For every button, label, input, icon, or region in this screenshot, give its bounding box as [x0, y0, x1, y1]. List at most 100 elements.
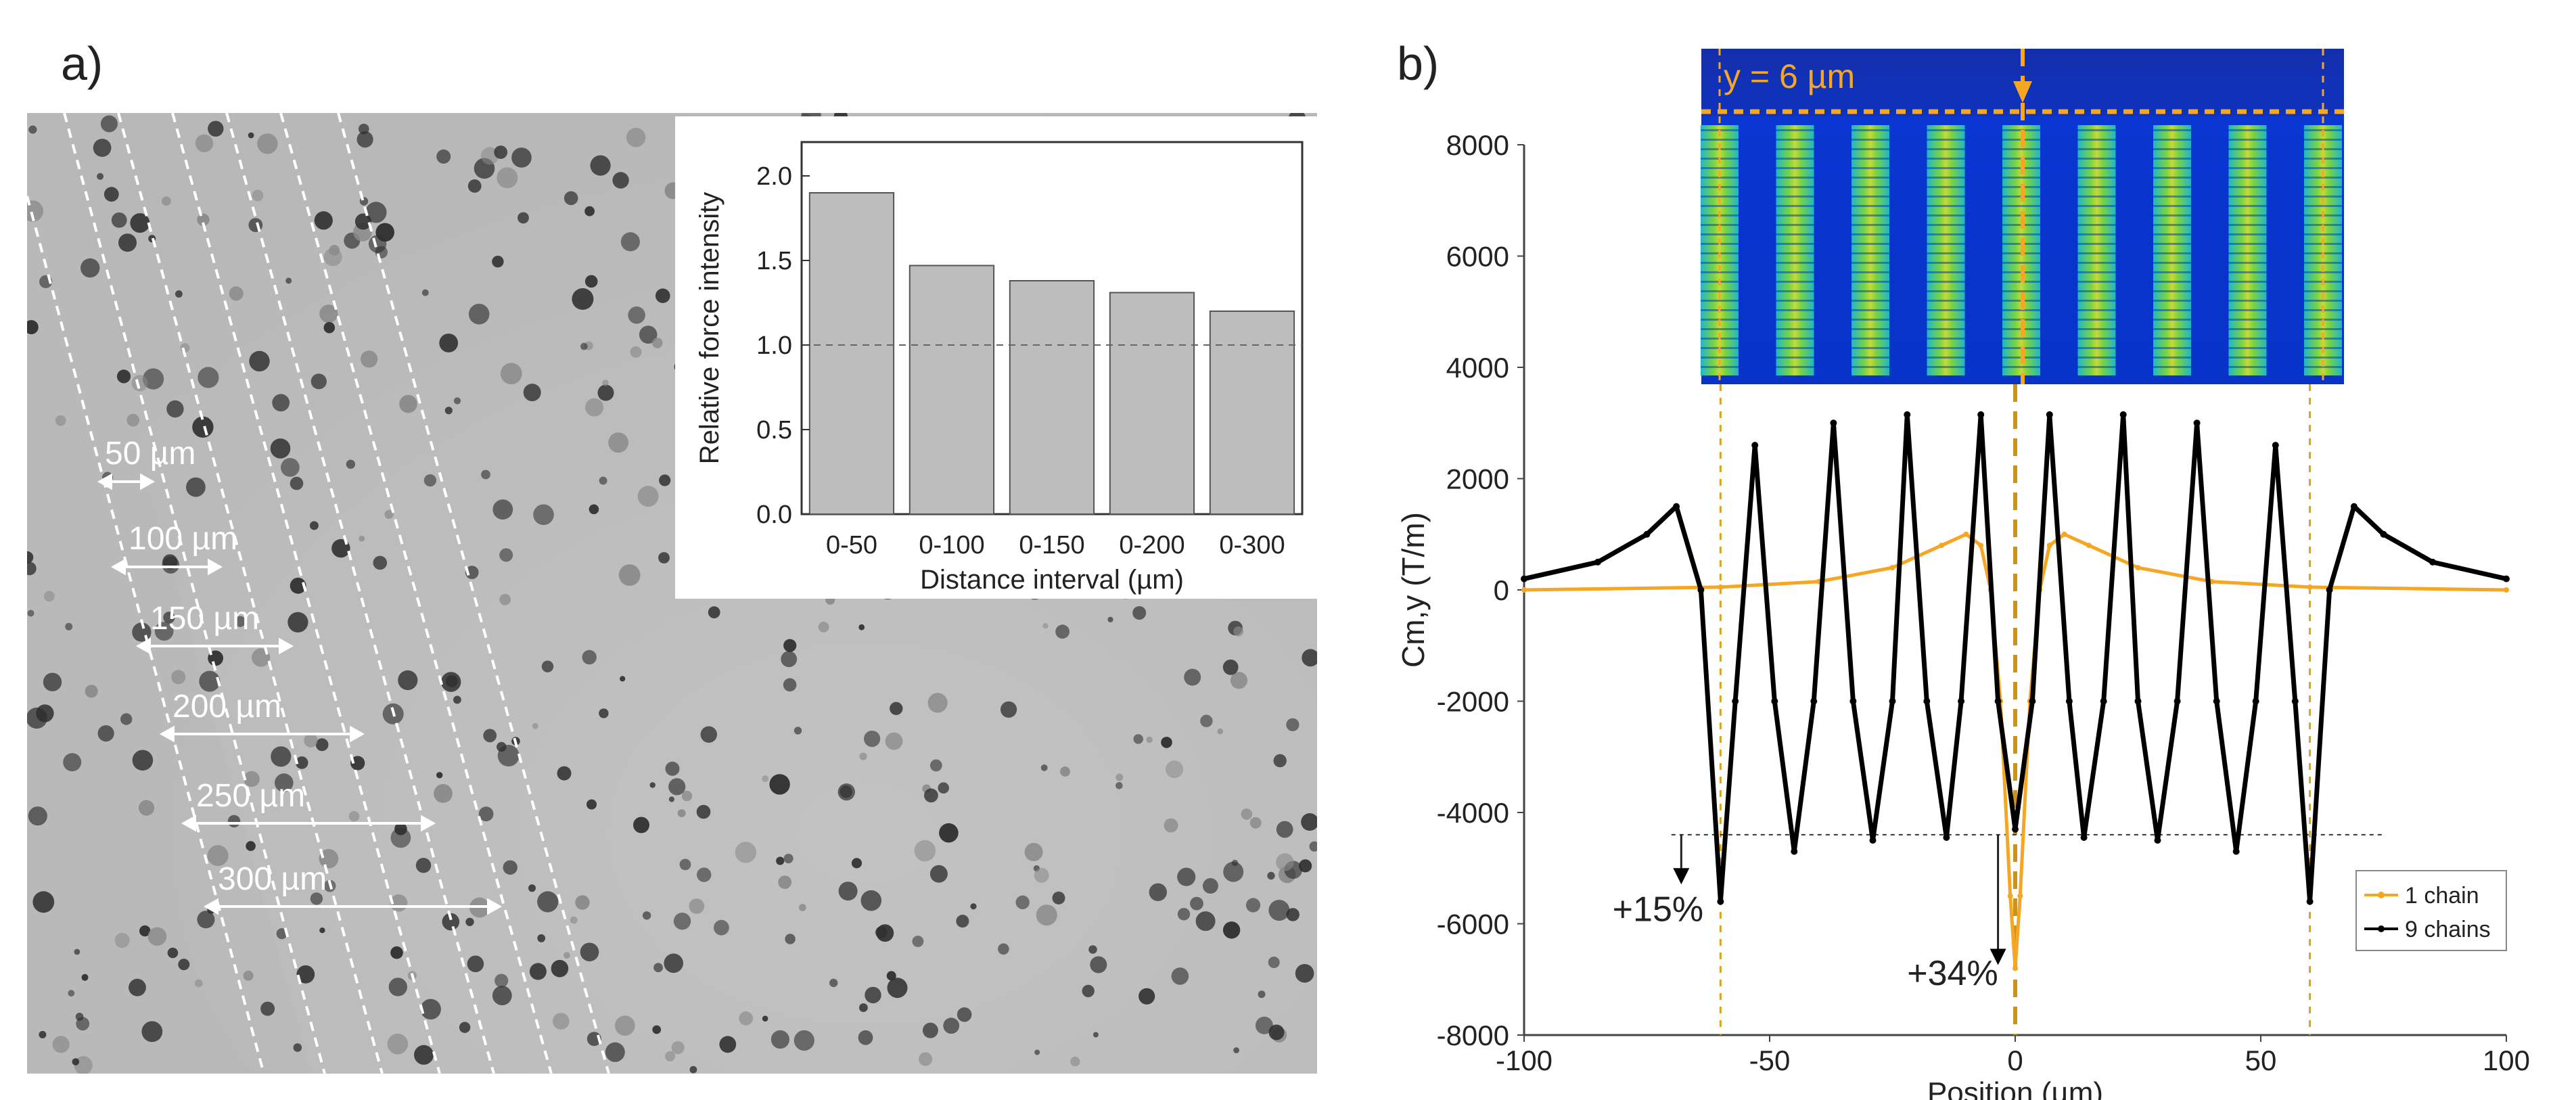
particle: [652, 1025, 662, 1034]
particle: [570, 916, 578, 924]
particle: [492, 986, 512, 1005]
particle: [671, 1041, 685, 1055]
particle: [132, 750, 154, 771]
particle: [281, 458, 300, 477]
particle: [794, 1030, 814, 1051]
particle: [1276, 853, 1294, 871]
particle: [859, 752, 867, 760]
y-tick-label: 2000: [1446, 463, 1509, 495]
particle: [465, 566, 479, 579]
data-point: [2252, 697, 2259, 705]
particle: [626, 127, 646, 147]
particle: [518, 212, 529, 224]
particle: [499, 593, 511, 605]
data-point: [1673, 503, 1680, 510]
particle: [197, 213, 210, 226]
bar-y-tick-label: 1.0: [756, 331, 792, 360]
particle: [1133, 734, 1143, 744]
bar-x-tick-label: 0-200: [1119, 531, 1184, 559]
particle: [532, 723, 538, 729]
particle: [1052, 891, 1065, 904]
particle: [1268, 1024, 1285, 1040]
particle: [659, 474, 671, 486]
particle: [497, 745, 520, 766]
x-tick-label: -100: [1496, 1045, 1552, 1076]
particle: [584, 206, 595, 216]
particle: [885, 732, 903, 750]
data-point: [2065, 697, 2073, 705]
arrow-15-head: [1673, 868, 1690, 885]
particle: [541, 660, 554, 672]
particle: [762, 775, 769, 783]
legend-marker: [2378, 892, 2385, 898]
particle: [1302, 649, 1317, 667]
particle: [794, 727, 802, 735]
particle: [1070, 1056, 1080, 1067]
particle: [652, 338, 663, 348]
data-point: [2029, 697, 2036, 705]
data-point: [1594, 558, 1601, 566]
particle: [1249, 817, 1262, 829]
legend-entry: 1 chain: [2405, 883, 2479, 909]
y-tick-label: -2000: [1437, 686, 1509, 718]
particle: [331, 538, 350, 558]
data-point: [1521, 575, 1527, 582]
particle: [858, 624, 865, 631]
particle: [1241, 808, 1253, 820]
particle: [1222, 921, 1241, 939]
particle: [1267, 871, 1275, 880]
bar-y-tick-label: 0.5: [756, 416, 792, 444]
particle: [375, 246, 388, 258]
particle: [1107, 616, 1113, 622]
particle: [468, 304, 490, 325]
particle: [551, 959, 569, 978]
data-point: [2174, 697, 2181, 705]
scale-arrows: [97, 473, 503, 915]
data-point: [2061, 531, 2067, 537]
data-point: [2135, 565, 2141, 571]
chain-columns: [1701, 125, 2342, 375]
bar-inset: 0-50 0-100 0-150 0-200 0-300 0.0 0.5 1.0 1.5 2.0 D…: [675, 116, 1319, 599]
particle: [194, 979, 203, 988]
particle: [537, 891, 559, 913]
particle: [656, 288, 670, 304]
particle: [919, 1052, 933, 1066]
particle: [359, 535, 365, 542]
particle: [553, 1013, 570, 1030]
particle: [260, 1001, 275, 1016]
data-point: [1810, 697, 1818, 705]
particle: [207, 845, 229, 867]
particle: [679, 858, 691, 871]
particle: [143, 368, 164, 390]
particle: [697, 867, 712, 882]
particle: [1233, 1047, 1239, 1053]
particle: [373, 555, 388, 570]
bar: [1209, 311, 1295, 515]
chain-stripes: [2228, 125, 2267, 375]
particle: [1166, 760, 1184, 779]
particle: [858, 1030, 873, 1045]
scale-label-50: 50 µm: [105, 436, 196, 472]
particle: [602, 380, 609, 386]
particle: [36, 704, 54, 723]
particle: [442, 913, 460, 931]
particle: [494, 145, 508, 159]
particle: [93, 139, 112, 157]
data-point: [1939, 543, 1945, 549]
particle: [63, 753, 82, 772]
particle: [1001, 701, 1017, 718]
particle: [1082, 984, 1095, 998]
data-point: [1521, 587, 1527, 593]
particle: [912, 936, 924, 947]
particle: [1149, 883, 1168, 902]
particle: [421, 289, 429, 296]
particle: [271, 746, 292, 767]
bar-x-tick-label: 0-50: [826, 531, 877, 559]
y-tick-label: -4000: [1437, 797, 1509, 829]
data-point: [2380, 530, 2387, 538]
particle: [778, 875, 792, 889]
particle: [1132, 606, 1147, 620]
particle: [1217, 728, 1224, 735]
particle: [1230, 672, 1248, 689]
particle: [52, 1036, 70, 1053]
